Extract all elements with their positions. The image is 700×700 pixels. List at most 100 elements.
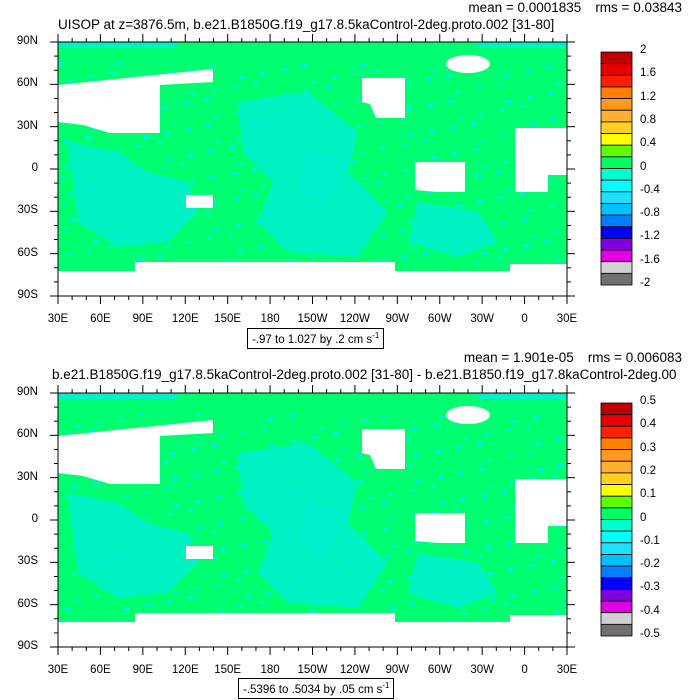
field-speckle bbox=[116, 504, 122, 507]
field-speckle bbox=[481, 252, 487, 255]
field-speckle bbox=[474, 261, 480, 264]
field-speckle bbox=[117, 417, 123, 420]
field-speckle bbox=[167, 513, 173, 516]
field-speckle bbox=[381, 260, 387, 263]
field-speckle bbox=[261, 185, 267, 188]
colorbar-2 bbox=[600, 402, 633, 637]
field-speckle bbox=[353, 73, 359, 76]
colorbar-box bbox=[600, 214, 633, 228]
field-speckle bbox=[197, 526, 203, 529]
field-speckle bbox=[425, 78, 431, 81]
colorbar-box bbox=[600, 156, 633, 169]
field-speckle bbox=[238, 163, 244, 166]
colorbar-label: -0.1 bbox=[640, 534, 660, 547]
field-speckle bbox=[329, 138, 335, 141]
colorbar-label: -1.2 bbox=[640, 230, 660, 243]
field-speckle bbox=[267, 505, 273, 508]
field-speckle bbox=[561, 603, 567, 606]
field-speckle bbox=[306, 116, 312, 119]
field-speckle bbox=[528, 451, 534, 454]
lat-label: 60S bbox=[17, 597, 38, 610]
field-speckle bbox=[546, 66, 552, 69]
field-speckle bbox=[288, 501, 294, 504]
field-speckle bbox=[303, 177, 309, 180]
field-speckle bbox=[123, 495, 129, 498]
field-speckle bbox=[146, 517, 152, 520]
field-speckle bbox=[343, 562, 349, 565]
field-speckle bbox=[477, 200, 483, 203]
field-speckle bbox=[459, 585, 465, 588]
negative-anomaly-region bbox=[58, 393, 178, 399]
field-speckle bbox=[64, 140, 70, 143]
field-speckle bbox=[186, 241, 192, 244]
field-speckle bbox=[131, 180, 137, 183]
field-speckle bbox=[506, 100, 512, 103]
field-speckle bbox=[374, 69, 380, 72]
field-speckle bbox=[180, 163, 186, 166]
field-speckle bbox=[291, 440, 297, 443]
field-speckle bbox=[505, 429, 511, 432]
field-speckle bbox=[409, 489, 415, 492]
field-speckle bbox=[270, 444, 276, 447]
field-speckle bbox=[510, 594, 516, 597]
field-speckle bbox=[258, 246, 264, 249]
lat-label: 0 bbox=[31, 513, 38, 525]
colorbar-label: 0.3 bbox=[640, 441, 656, 454]
field-speckle bbox=[97, 534, 103, 537]
field-speckle bbox=[163, 461, 169, 464]
field-speckle bbox=[416, 480, 422, 483]
field-speckle bbox=[263, 453, 269, 456]
field-speckle bbox=[359, 151, 365, 154]
field-speckle bbox=[451, 239, 457, 242]
field-speckle bbox=[355, 99, 361, 102]
field-speckle bbox=[239, 76, 245, 79]
colorbar-label: 0.4 bbox=[640, 137, 656, 150]
colorbar-box bbox=[600, 425, 633, 439]
colorbar-label: 0.1 bbox=[640, 488, 656, 501]
field-speckle bbox=[407, 221, 413, 224]
field-speckle bbox=[501, 135, 507, 138]
lat-label: 90S bbox=[17, 289, 38, 301]
field-speckle bbox=[509, 481, 515, 484]
field-speckle bbox=[89, 188, 95, 191]
colorbar-box bbox=[600, 437, 633, 451]
field-speckle bbox=[456, 204, 462, 207]
field-speckle bbox=[157, 141, 163, 144]
negative-anomaly-region bbox=[298, 503, 348, 553]
field-speckle bbox=[114, 236, 120, 239]
field-speckle bbox=[215, 141, 221, 144]
field-speckle bbox=[278, 129, 284, 132]
negative-anomaly-region bbox=[58, 42, 178, 48]
field-speckle bbox=[333, 432, 339, 435]
field-speckle bbox=[360, 64, 366, 67]
field-speckle bbox=[145, 604, 151, 607]
colorbar-box bbox=[600, 565, 633, 579]
colorbar-label: -2 bbox=[640, 277, 651, 289]
panel-2-title: b.e21.B1850G.f19_g17.8.5kaControl-2deg.p… bbox=[52, 367, 677, 382]
field-speckle bbox=[471, 122, 477, 125]
field-speckle bbox=[141, 552, 147, 555]
colorbar-box bbox=[600, 484, 633, 497]
lon-label: 150W bbox=[297, 664, 328, 676]
field-speckle bbox=[527, 96, 533, 99]
panel-2-mean: mean = 1.901e-05 bbox=[463, 350, 574, 365]
field-speckle bbox=[556, 438, 562, 441]
lon-label: 60W bbox=[427, 313, 452, 325]
lon-label: 30E bbox=[47, 664, 69, 676]
field-speckle bbox=[551, 473, 557, 476]
field-speckle bbox=[402, 256, 408, 259]
field-speckle bbox=[330, 251, 336, 254]
field-speckle bbox=[166, 600, 172, 603]
field-speckle bbox=[193, 474, 199, 477]
field-speckle bbox=[234, 111, 240, 114]
field-speckle bbox=[187, 596, 193, 599]
lon-label: 60E bbox=[90, 313, 111, 325]
field-speckle bbox=[283, 536, 289, 539]
field-speckle bbox=[413, 541, 419, 544]
field-speckle bbox=[161, 193, 167, 196]
lat-label: 30N bbox=[16, 470, 38, 483]
colorbar-label: -0.4 bbox=[640, 183, 660, 196]
colorbar-label: -1.6 bbox=[640, 253, 660, 266]
field-speckle bbox=[194, 587, 200, 590]
lon-label: 60W bbox=[427, 664, 452, 676]
